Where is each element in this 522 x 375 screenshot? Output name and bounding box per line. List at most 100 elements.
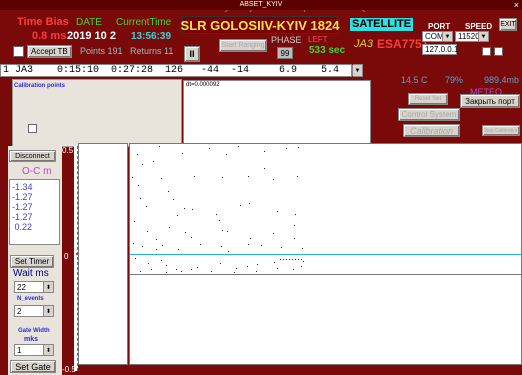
data-point [140, 198, 141, 199]
data-point [146, 206, 147, 207]
stepper-icon[interactable]: ⬍ [43, 306, 53, 316]
data-point [173, 199, 174, 200]
oc-label: O-C m [22, 166, 52, 177]
data-point [261, 245, 262, 246]
data-point [247, 266, 248, 267]
data-point [142, 164, 143, 165]
chevron-down-icon[interactable]: ▼ [352, 65, 362, 76]
accept-tb-checkbox[interactable]: Accept TB [13, 45, 72, 58]
data-point [156, 249, 157, 250]
ip-field[interactable]: 127.0.0.1 [422, 44, 458, 55]
data-point [274, 262, 275, 263]
data-point [177, 215, 178, 216]
window-title: ABSET_KYIV [239, 1, 283, 8]
data-point [211, 271, 212, 272]
calibration-button[interactable]: Calibration [403, 124, 460, 137]
data-point [184, 208, 185, 209]
data-point [216, 214, 217, 215]
date-label: DATE [76, 17, 102, 28]
set-timer-button[interactable]: Set Timer [10, 255, 54, 268]
data-point [200, 244, 201, 245]
data-point [250, 238, 251, 239]
data-point [248, 176, 249, 177]
speed-select[interactable]: 115200 ▼ [455, 31, 489, 42]
stepper-icon[interactable]: ⬍ [43, 345, 53, 355]
data-point [209, 148, 210, 149]
calibration-points-label: Calibration points [14, 83, 65, 89]
close-port-button[interactable]: Закрыть порт [460, 94, 520, 108]
window-titlebar: ABSET_KYIV [0, 0, 522, 10]
data-point [153, 161, 154, 162]
reset-set-button[interactable]: Reset Set [408, 93, 448, 105]
data-point [281, 247, 282, 248]
data-point [220, 263, 221, 264]
gate-width-label: Gate Width [18, 328, 50, 334]
data-point [166, 272, 167, 273]
data-point [168, 191, 169, 192]
set-gate-button[interactable]: Set Gate [10, 360, 56, 373]
data-point [191, 269, 192, 270]
pause-button[interactable]: II [184, 46, 200, 62]
calibration-text-area[interactable]: dt=0.000092 [183, 80, 371, 148]
speed-value: 115200 [458, 32, 485, 41]
data-point [162, 245, 163, 246]
data-point [298, 147, 299, 148]
data-point [161, 178, 162, 179]
chevron-down-icon[interactable]: ▼ [442, 32, 452, 41]
n-events-stepper[interactable]: 2 ⬍ [14, 305, 54, 317]
satellite-code: JA3 [354, 38, 373, 50]
satellite-label: SATELLITE [350, 18, 414, 31]
data-point [182, 153, 183, 154]
range-residual-plot[interactable] [129, 143, 522, 365]
calibration-checkbox[interactable] [28, 124, 37, 133]
data-point [236, 268, 237, 269]
time-bias-value: 0.8 ms [32, 30, 67, 42]
data-point [181, 271, 182, 272]
left-seconds: 533 sec [309, 45, 346, 56]
data-point [294, 238, 295, 239]
disconnect-button[interactable]: Disconnect [9, 150, 56, 162]
data-point [194, 176, 195, 177]
data-point [148, 263, 149, 264]
data-point [283, 259, 284, 260]
data-point [161, 260, 162, 261]
time-bias-label: Time Bias [17, 16, 69, 28]
checkbox-box[interactable] [13, 46, 24, 57]
data-point [295, 259, 296, 260]
data-point [228, 251, 229, 252]
port-checkbox-1[interactable] [482, 47, 491, 56]
data-point [294, 225, 295, 226]
start-ranging-button[interactable]: Start Ranging [219, 39, 267, 52]
data-point [249, 203, 250, 204]
y-tick-bottom: -0.5 [62, 365, 76, 374]
port-select[interactable]: COM1 ▼ [422, 31, 453, 42]
data-point [222, 177, 223, 178]
data-point [301, 259, 302, 260]
data-point [135, 258, 136, 259]
data-point [273, 179, 274, 180]
port-value: COM1 [425, 32, 449, 41]
date-value: 2019 10 2 [67, 30, 116, 42]
calibration-text-value: dt=0.000092 [186, 82, 220, 88]
close-window-icon[interactable]: × [513, 0, 519, 10]
data-point [273, 233, 274, 234]
stop-calibration-button[interactable]: Stop Calibration [482, 125, 520, 136]
data-point [159, 146, 160, 147]
accept-tb-label[interactable]: Accept TB [27, 45, 72, 58]
port-checkbox-2[interactable] [494, 47, 503, 56]
oc-values-list: -1.34 -1.27 -1.27 -1.27 0.22 [9, 179, 60, 245]
data-point [191, 237, 192, 238]
chevron-down-icon[interactable]: ▼ [478, 32, 488, 41]
control-system-button[interactable]: Control System [398, 108, 460, 121]
gate-width-stepper[interactable]: 1 ⬍ [14, 344, 54, 356]
data-point [138, 185, 139, 186]
zero-line [130, 254, 522, 255]
wait-stepper[interactable]: 22 ⬍ [14, 281, 54, 293]
status-dropdown[interactable]: ▼ [352, 64, 363, 77]
exit-button[interactable]: EXIT [499, 18, 517, 31]
left-label: LEFT [308, 35, 328, 44]
data-point [178, 249, 179, 250]
status-line: 1 JA3 0:15:10 0:27:28 126 -44 -14 6.9 5.… [0, 64, 352, 77]
stepper-icon[interactable]: ⬍ [43, 282, 53, 292]
phase-label: PHASE [271, 35, 302, 45]
